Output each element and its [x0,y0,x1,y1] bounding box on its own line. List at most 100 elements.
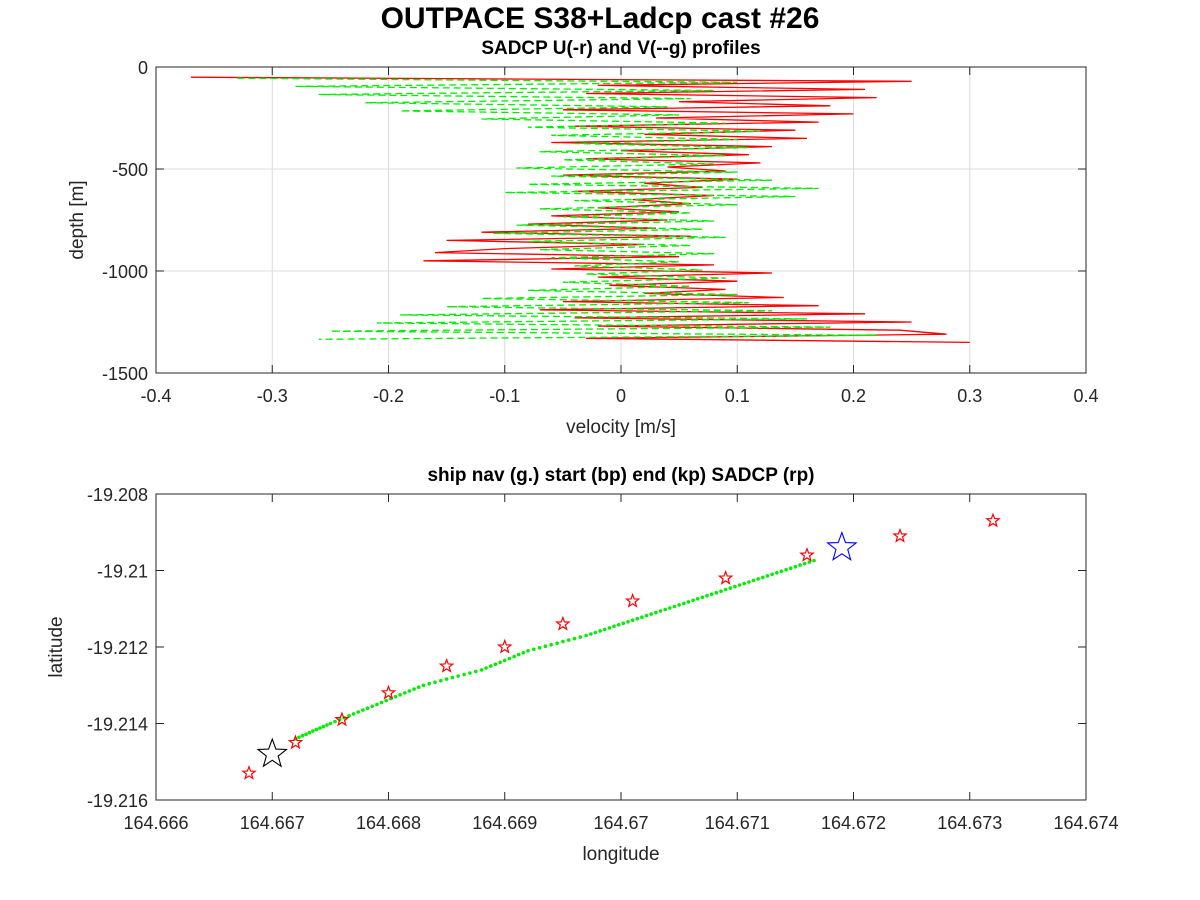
nav-track-point [561,639,565,644]
sadcp-point-star [799,546,815,562]
y-tick-label: -19.21 [97,562,148,582]
nav-track-point [450,675,455,680]
nav-track-point [677,603,681,607]
nav-track-point [602,627,607,632]
end-position-star [826,530,858,561]
x-tick-label: -0.2 [373,386,404,406]
nav-track-point [765,574,770,578]
nav-track-point [733,584,737,589]
nav-track-point [621,621,626,626]
nav-track-point [351,712,356,716]
nav-track-point [555,641,559,645]
nav-track-point [543,644,548,648]
nav-track-point [589,632,593,636]
x-tick-label: 0.2 [841,386,866,406]
x-tick-label: 0 [616,386,626,406]
sadcp-point-star [496,638,513,654]
nav-track-point [484,666,488,670]
nav-track-point [439,678,443,683]
nav-track-point [626,620,630,624]
x-tick-label: 164.666 [123,813,188,833]
nav-track-point [612,624,616,629]
nav-track-point [347,714,351,718]
nav-track-point [318,726,322,730]
sadcp-point-star [717,569,734,585]
nav-track-point [537,646,542,650]
plot1-title: SADCP U(-r) and V(--g) profiles [481,38,760,59]
nav-track-point [398,693,402,697]
sadcp-point-star [287,734,304,750]
x-tick-label: -0.3 [257,386,288,406]
nav-track-point [412,687,416,691]
nav-track-point [433,680,437,684]
nav-track-point [668,606,672,610]
nav-track-point [421,683,426,688]
nav-track-point [761,575,765,580]
y-tick-label: -500 [112,160,148,180]
nav-track-point [328,721,333,726]
nav-track-point [507,656,512,661]
plot1-ylabel: depth [m] [67,180,88,259]
nav-track-point [370,704,375,709]
nav-track-point [365,706,370,710]
x-tick-label: 164.67 [593,813,648,833]
x-tick-label: -0.4 [140,386,171,406]
y-tick-label: -19.208 [87,485,148,505]
nav-track-point [300,733,305,738]
nav-track-point [742,581,746,586]
nav-track-point [682,601,686,606]
nav-track-point [493,662,498,666]
nav-track-point [649,612,653,616]
sadcp-point-star [985,512,1001,528]
nav-track-point [728,586,733,590]
nav-track-point [416,685,421,689]
sadcp-point-star [892,527,908,543]
nav-track-point [663,607,667,612]
x-tick-label: -0.1 [489,386,520,406]
nav-track-point [807,560,812,564]
nav-track-point [321,724,326,729]
nav-track-point [532,647,536,652]
nav-track-point [793,564,798,569]
plot2-axes-box [155,493,1087,801]
nav-track-point [616,623,621,627]
ship-nav-plot: 164.666 164.667 164.668 164.669 164.67 164.67… [46,465,1119,865]
x-tick-label: 164.668 [356,813,421,833]
velocity-profile-plot: -0.4 -0.3 -0.2 -0.1 0 0.1 0.2 0.3 0.4 0 -500 -1000 -… [67,38,1099,438]
nav-track-point [802,561,807,566]
x-tick-label: 0.3 [957,386,982,406]
x-tick-label: 164.674 [1053,813,1118,833]
nav-track-point [635,616,640,621]
nav-track-point [756,577,760,581]
y-tick-label: -19.212 [87,638,148,658]
nav-track-point [393,694,398,699]
nav-track-point [333,719,337,724]
nav-track-point [456,674,461,678]
nav-track-point [512,654,516,659]
nav-track-point [572,636,577,641]
nav-track-point [691,598,695,603]
nav-track-point [407,689,412,693]
nav-track-point [640,615,644,619]
nav-track-point [526,649,530,653]
nav-track-point [314,727,319,732]
nav-track-point [584,633,588,638]
nav-track-point [361,708,365,712]
x-tick-label: 0.1 [725,386,750,406]
nav-track-point [747,580,751,584]
x-tick-label: 164.673 [937,813,1002,833]
nav-track-point [686,600,691,604]
nav-track-point [775,571,779,575]
nav-track-point [770,572,774,577]
plot2-title: ship nav (g.) start (bp) end (kp) SADCP … [427,465,814,486]
nav-track-point [654,610,658,615]
nav-track-point [468,671,472,675]
y-tick-label: -1000 [102,262,148,282]
sadcp-point-star [334,711,350,727]
nav-track-point [356,710,361,714]
nav-track-point [379,700,384,705]
v-velocity-line [237,77,877,340]
nav-track-point [516,652,521,657]
nav-track-point [812,558,816,563]
